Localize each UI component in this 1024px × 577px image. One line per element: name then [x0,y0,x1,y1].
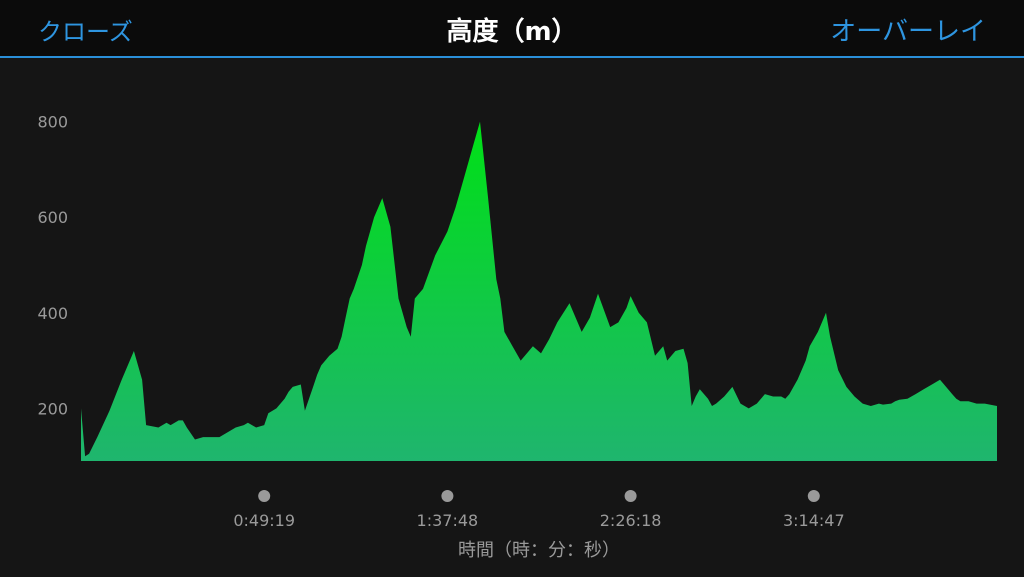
close-button[interactable]: クローズ [38,18,133,46]
x-axis-ticks: 0:49:19 1:37:48 2:26:18 3:14:47 [233,490,845,530]
y-tick-label: 600 [37,208,68,227]
elevation-area [81,121,997,461]
y-tick-label: 400 [37,304,68,323]
x-tick-label: 1:37:48 [417,511,479,530]
x-axis-label: 時間（時：分：秒） [458,540,620,561]
top-bar: クローズ 高度（m） オーバーレイ [0,0,1024,58]
y-tick-label: 200 [37,399,68,418]
x-tick-marker [258,490,271,502]
x-tick-label: 3:14:47 [783,511,845,530]
elevation-chart: 200 400 600 800 0:49:19 1:37:48 2:26:18 3:14:4… [37,113,997,561]
y-tick-label: 800 [37,113,68,132]
x-tick-label: 0:49:19 [233,511,295,530]
x-tick-marker [807,490,820,502]
x-tick-label: 2:26:18 [600,511,662,530]
overlay-button[interactable]: オーバーレイ [830,17,986,47]
x-tick-marker [441,490,454,502]
y-axis-ticks: 200 400 600 800 [37,113,68,419]
x-tick-marker [624,490,637,502]
page-title: 高度（m） [446,17,578,47]
